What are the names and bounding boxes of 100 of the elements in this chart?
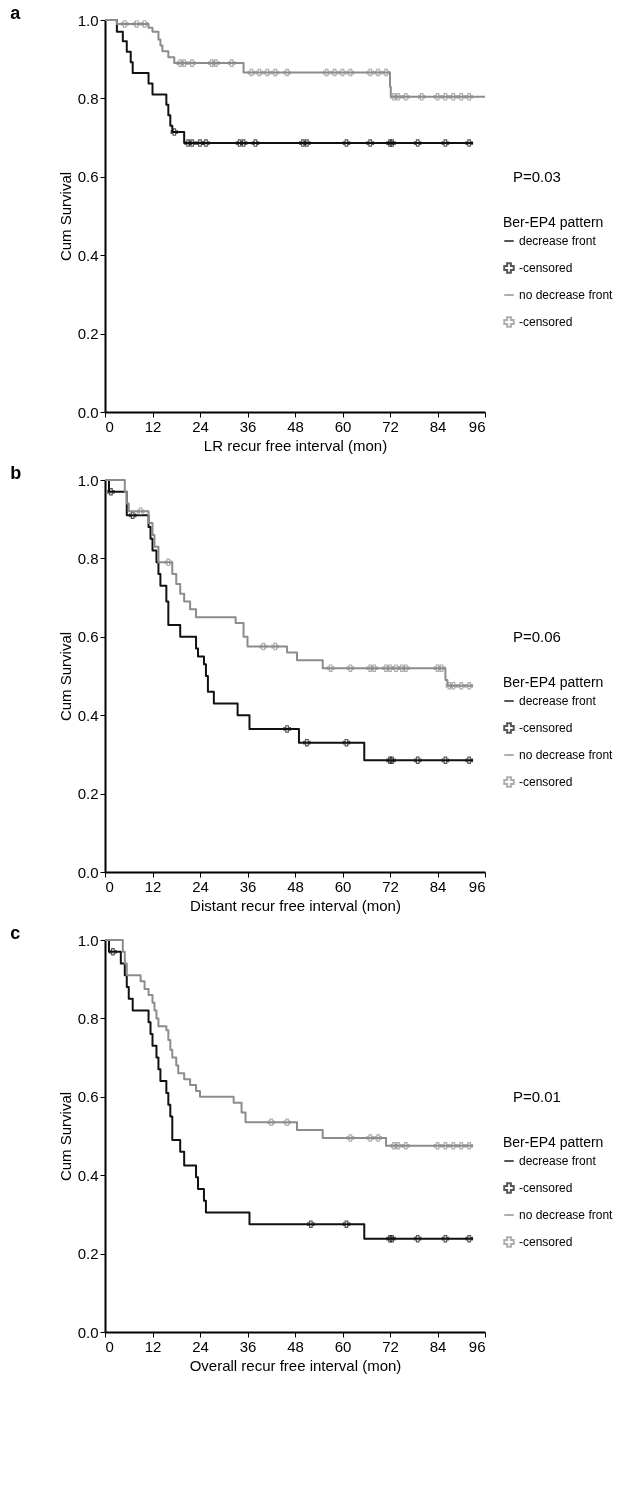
y-tick-label: 0.4: [77, 706, 99, 724]
point: [374, 1134, 382, 1142]
point: [449, 682, 458, 690]
y-tick-label: 0.6: [77, 628, 99, 646]
point: [465, 93, 473, 101]
point: [307, 1220, 315, 1228]
point: [465, 1234, 473, 1243]
y-tick-label: 0.8: [77, 549, 99, 567]
point: [107, 488, 115, 496]
point: [255, 68, 264, 77]
legend-label: -censored: [519, 1181, 573, 1195]
x-tick-label: 60: [334, 417, 352, 435]
point: [235, 139, 244, 147]
x-tick-label: 96: [468, 877, 486, 895]
point: [449, 1142, 458, 1150]
x-tick-label: 84: [429, 877, 447, 895]
y-tick-label: 0.2: [77, 325, 99, 343]
y-axis-title: Cum Survival: [56, 171, 74, 262]
point: [465, 682, 473, 690]
point: [176, 59, 184, 67]
point: [271, 642, 279, 651]
y-axis-title: Cum Survival: [56, 1091, 74, 1182]
point: [465, 756, 473, 765]
point: [227, 59, 236, 67]
point: [441, 756, 450, 765]
y-tick-label: 1.0: [77, 11, 99, 29]
point: [239, 139, 248, 147]
point: [303, 139, 311, 147]
point: [338, 68, 347, 77]
x-tick-label: 0: [105, 1337, 114, 1355]
point: [208, 59, 216, 67]
x-tick-label: 0: [105, 417, 114, 435]
point: [283, 725, 291, 733]
point: [465, 139, 473, 147]
point: [170, 128, 179, 136]
x-tick-label: 36: [239, 1337, 257, 1355]
point: [457, 93, 466, 101]
legend-label: -censored: [519, 721, 573, 735]
x-tick-label: 12: [144, 877, 162, 895]
point: [247, 68, 256, 77]
y-tick-label: 0.6: [77, 168, 99, 186]
point: [212, 59, 220, 67]
point: [196, 139, 204, 147]
legend-label: -censored: [519, 775, 573, 789]
point: [366, 664, 374, 672]
text: P=0.06: [513, 627, 561, 645]
legend-title: Ber-EP4 pattern: [503, 674, 604, 690]
y-tick-label: 0.6: [77, 1088, 99, 1106]
point: [370, 664, 378, 672]
x-tick-label: 48: [287, 1337, 304, 1355]
point: [267, 1118, 276, 1127]
point: [271, 68, 279, 77]
point: [164, 558, 173, 567]
point: [390, 93, 398, 101]
point: [441, 1234, 450, 1243]
point: [382, 68, 390, 77]
point: [346, 1134, 355, 1142]
x-tick-label: 84: [429, 1337, 447, 1355]
legend-label: -censored: [519, 261, 573, 275]
x-tick-label: 36: [239, 417, 257, 435]
point: [433, 1142, 442, 1150]
point: [441, 93, 450, 101]
point: [413, 139, 422, 147]
point: [180, 59, 188, 67]
point: [402, 1142, 410, 1150]
point: [441, 1142, 450, 1150]
point: [263, 68, 272, 77]
point: [382, 664, 390, 672]
x-tick-label: 60: [334, 877, 352, 895]
x-tick-label: 48: [287, 877, 304, 895]
x-tick-label: 96: [468, 1337, 486, 1355]
point: [402, 664, 410, 672]
point: [437, 664, 446, 672]
point: [109, 948, 117, 956]
point: [390, 1142, 398, 1150]
legend-label: decrease front: [519, 694, 597, 708]
point: [386, 664, 394, 672]
point: [342, 1220, 351, 1228]
point: [433, 664, 442, 672]
legend-label: -censored: [519, 1235, 573, 1249]
chart-title: a: [10, 3, 22, 23]
legend-label: no decrease front: [519, 748, 614, 762]
point: [346, 664, 355, 672]
point: [413, 1234, 422, 1243]
point: [121, 20, 129, 28]
point: [140, 20, 149, 28]
point: [457, 682, 466, 690]
legend-label: no decrease front: [519, 1208, 614, 1222]
y-tick-label: 0.0: [77, 403, 99, 421]
x-tick-label: 24: [192, 877, 209, 895]
y-tick-label: 1.0: [77, 931, 99, 949]
point: [330, 68, 339, 77]
point: [366, 1134, 374, 1142]
x-tick-label: 84: [429, 417, 447, 435]
point: [283, 68, 291, 77]
legend-title: Ber-EP4 pattern: [503, 1134, 604, 1150]
x-axis-title: LR recur free interval (mon): [203, 436, 388, 454]
point: [128, 511, 137, 520]
x-tick-label: 24: [192, 417, 209, 435]
point: [251, 139, 260, 147]
